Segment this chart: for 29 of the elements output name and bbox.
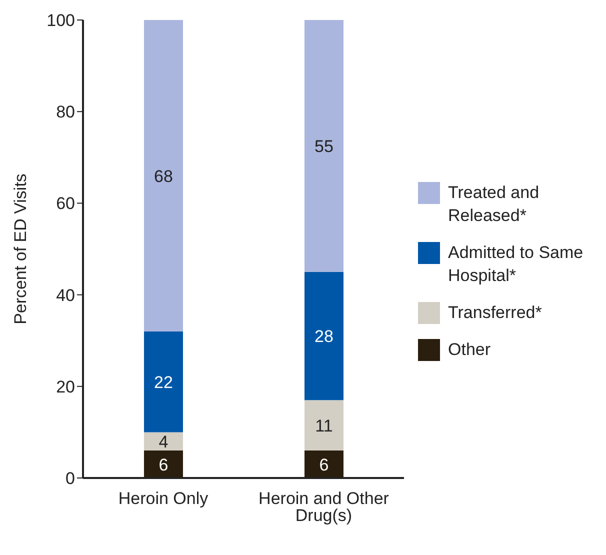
y-tick-label: 60 bbox=[56, 194, 75, 214]
data-label: 28 bbox=[314, 327, 334, 346]
bar bbox=[304, 450, 344, 478]
data-label: 4 bbox=[158, 432, 168, 452]
y-tick-label: 20 bbox=[56, 377, 75, 396]
data-label: 55 bbox=[314, 136, 334, 156]
y-tick-label: 40 bbox=[56, 286, 75, 305]
data-label: 11 bbox=[315, 416, 333, 436]
data-label: 22 bbox=[154, 372, 173, 392]
data-label: 68 bbox=[154, 166, 173, 186]
bar bbox=[144, 20, 183, 332]
data-label: 6 bbox=[319, 455, 329, 474]
y-tick-label: 0 bbox=[66, 469, 75, 488]
bar bbox=[304, 272, 344, 400]
bar bbox=[304, 20, 344, 272]
bar bbox=[304, 400, 344, 451]
legend-label: Other bbox=[448, 339, 492, 361]
y-tick-label: 100 bbox=[46, 11, 75, 30]
y-axis-title: Percent of ED Visits bbox=[11, 174, 30, 324]
bar bbox=[144, 450, 183, 478]
x-tick-label: Heroin Only bbox=[118, 489, 209, 508]
x-tick-label: Heroin and Other Drug(s) bbox=[258, 489, 390, 526]
data-label: 6 bbox=[158, 455, 168, 474]
legend-label: Admitted to Same Hospital* bbox=[448, 242, 584, 287]
legend-label: Transferred* bbox=[448, 302, 543, 324]
y-tick-label: 80 bbox=[56, 102, 75, 122]
bar bbox=[144, 331, 183, 432]
bar bbox=[144, 432, 183, 451]
legend-label: Treated and Released* bbox=[448, 182, 540, 227]
